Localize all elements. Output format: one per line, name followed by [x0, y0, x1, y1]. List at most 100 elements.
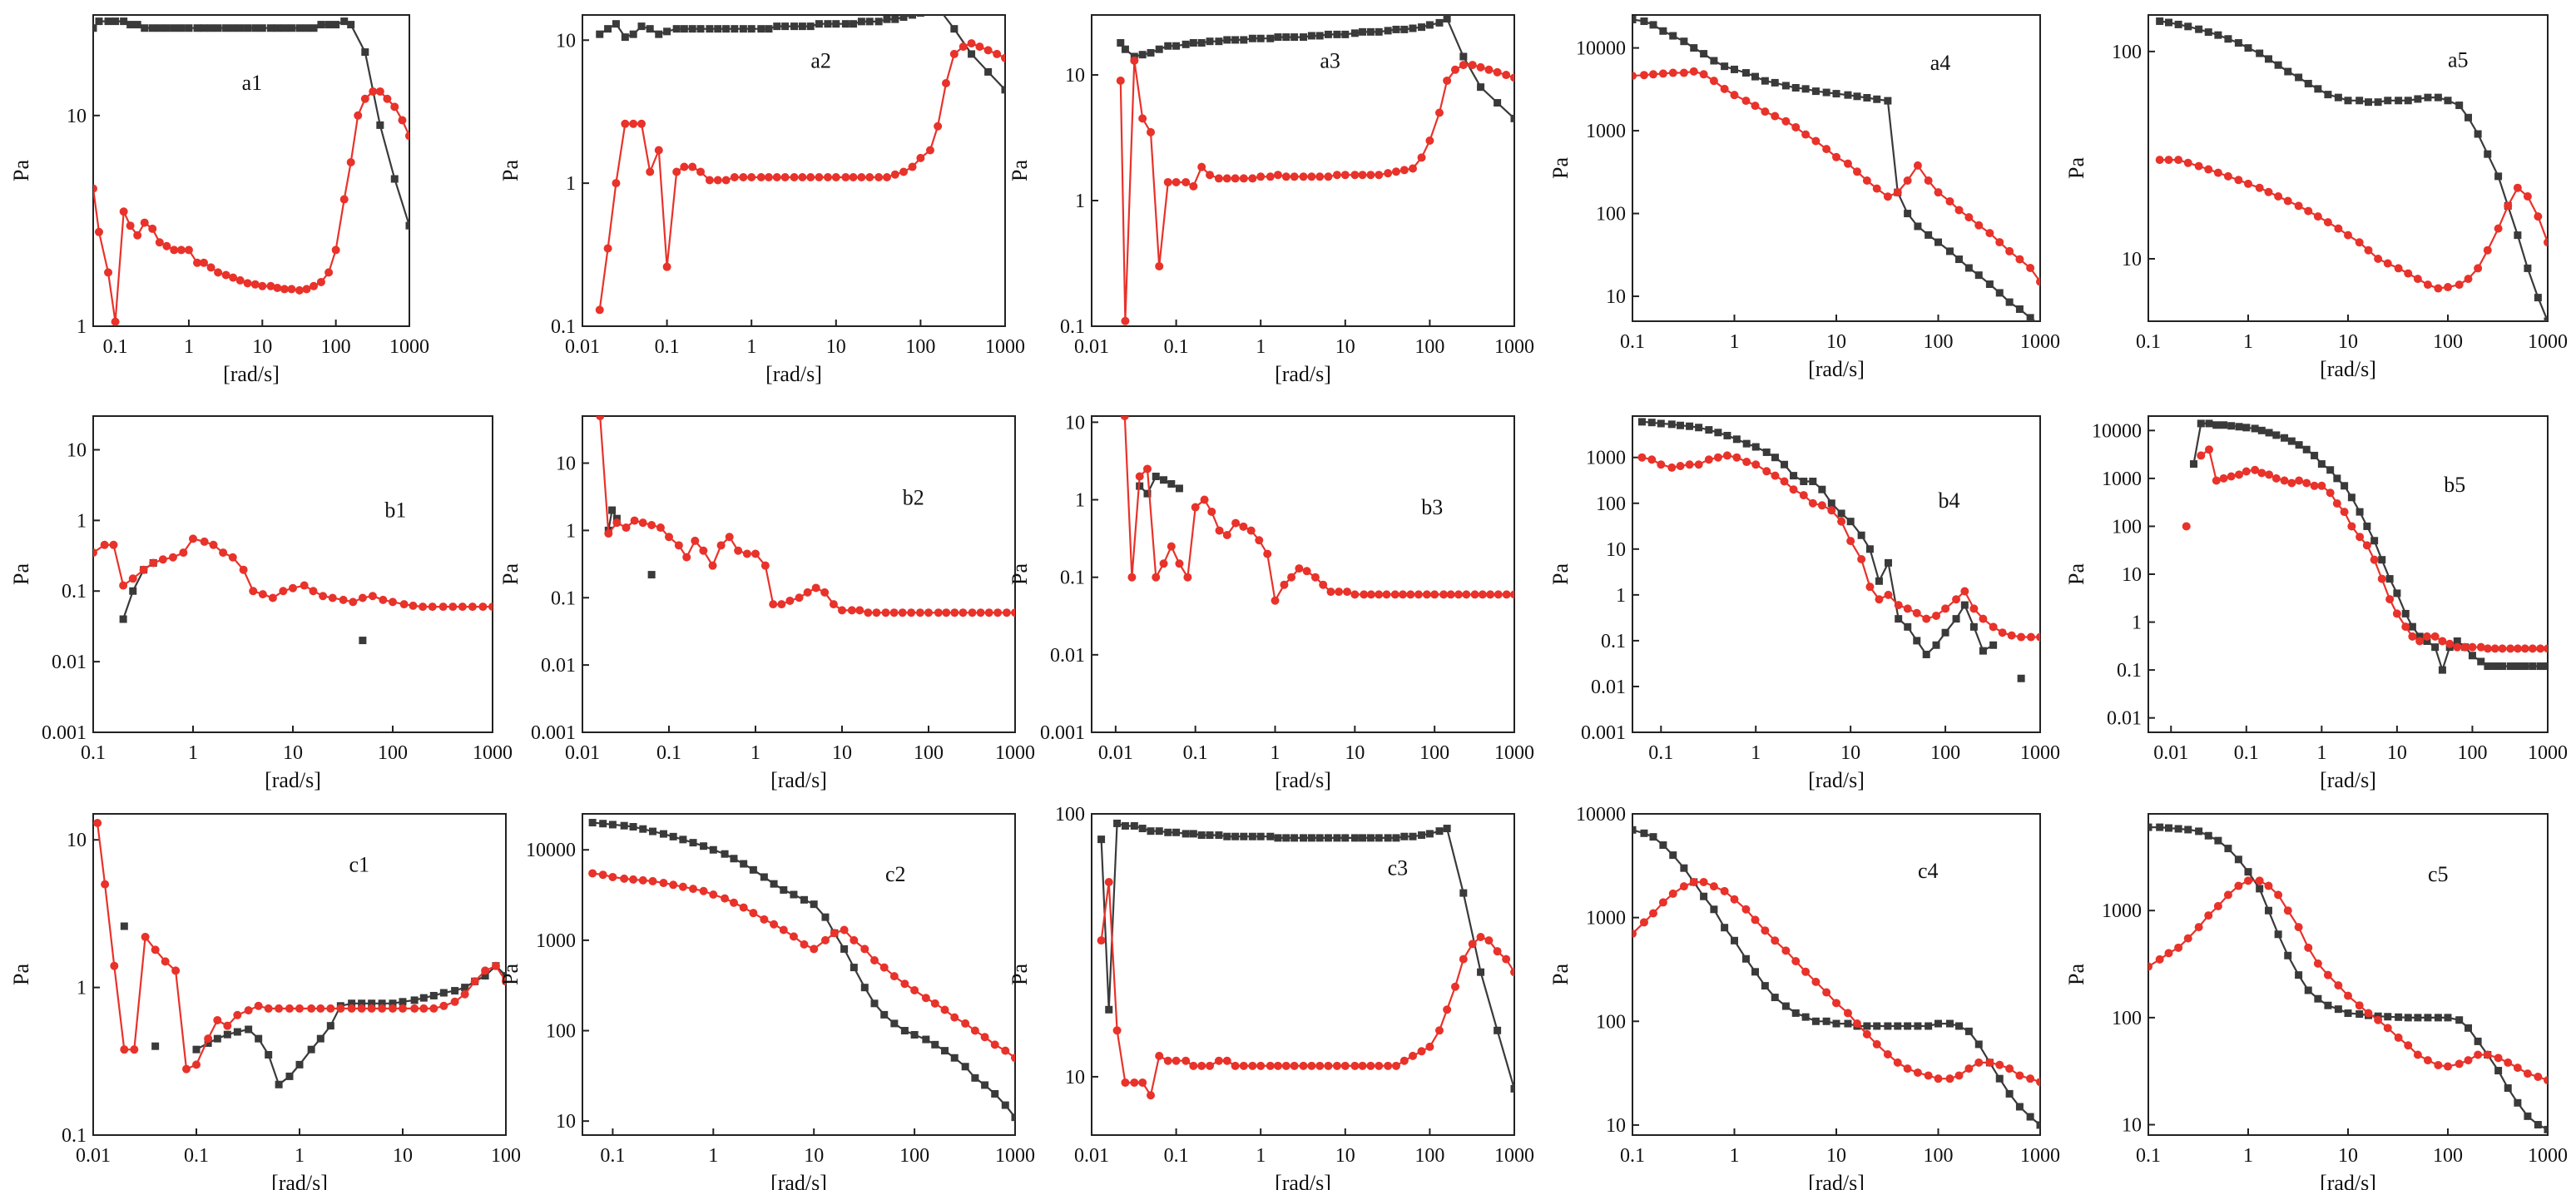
data-point-storage-modulus	[2224, 35, 2232, 43]
data-point-storage-modulus	[151, 1042, 160, 1050]
data-point-loss-modulus	[2413, 1050, 2422, 1059]
x-tick-label: 10	[832, 742, 852, 764]
panel-label: a3	[1320, 49, 1340, 73]
data-point-loss-modulus	[1406, 590, 1415, 599]
x-tick-label: 100	[491, 1145, 521, 1167]
series-line-loss-modulus	[1632, 880, 2040, 1083]
data-point-loss-modulus	[192, 1060, 201, 1069]
x-tick-label: 10	[1826, 1145, 1846, 1167]
data-point-loss-modulus	[2304, 206, 2313, 216]
data-point-storage-modulus	[1223, 36, 1231, 44]
data-point-loss-modulus	[148, 224, 157, 233]
data-point-loss-modulus	[596, 416, 605, 420]
data-point-loss-modulus	[1159, 559, 1168, 568]
data-point-storage-modulus	[324, 21, 333, 29]
data-point-loss-modulus	[2445, 639, 2455, 648]
data-point-storage-modulus	[1863, 1022, 1871, 1030]
data-point-loss-modulus	[1762, 467, 1771, 476]
data-point-loss-modulus	[595, 305, 604, 315]
data-point-loss-modulus	[1214, 1056, 1223, 1065]
series-line-loss-modulus	[93, 90, 409, 322]
data-point-loss-modulus	[2280, 476, 2289, 485]
data-point-storage-modulus	[1884, 1022, 1892, 1030]
data-point-storage-modulus	[1686, 422, 1694, 430]
data-point-loss-modulus	[228, 553, 237, 562]
x-axis-label: [rad/s]	[1275, 1171, 1331, 1190]
data-point-storage-modulus	[2344, 1009, 2352, 1018]
data-point-storage-modulus	[129, 587, 137, 595]
data-point-storage-modulus	[588, 819, 597, 827]
data-point-loss-modulus	[1913, 1068, 1922, 1077]
data-point-storage-modulus	[1248, 832, 1256, 840]
data-point-storage-modulus	[709, 845, 717, 854]
data-point-storage-modulus	[669, 832, 677, 840]
data-point-storage-modulus	[1731, 936, 1738, 945]
panel-label: b3	[1421, 495, 1443, 519]
data-point-loss-modulus	[336, 1004, 345, 1013]
data-point-loss-modulus	[725, 533, 734, 542]
data-point-loss-modulus	[1001, 1046, 1010, 1055]
chart-panel-c2: 0.1 1 10 100 1000 10 100 1000 10000 [rad/s] Pa c2	[498, 813, 1035, 1190]
data-point-loss-modulus	[289, 583, 297, 593]
data-point-loss-modulus	[669, 880, 678, 890]
data-point-loss-modulus	[2364, 1009, 2373, 1018]
data-point-loss-modulus	[975, 42, 984, 52]
series-line-storage-modulus	[1642, 420, 1994, 657]
data-point-loss-modulus	[2513, 644, 2522, 653]
data-point-loss-modulus	[2155, 954, 2164, 964]
data-point-loss-modulus	[488, 602, 493, 612]
data-point-storage-modulus	[223, 1030, 231, 1039]
data-point-loss-modulus	[1771, 936, 1780, 945]
data-point-loss-modulus	[200, 537, 209, 546]
data-point-loss-modulus	[1011, 608, 1015, 617]
data-point-loss-modulus	[258, 590, 267, 599]
data-point-storage-modulus	[1167, 480, 1176, 488]
data-point-storage-modulus	[93, 24, 97, 32]
data-point-loss-modulus	[688, 162, 697, 171]
data-point-storage-modulus	[739, 25, 747, 33]
data-point-loss-modulus	[368, 592, 377, 601]
y-tick-label: 0.001	[42, 722, 87, 744]
data-point-loss-modulus	[1995, 1060, 2004, 1069]
data-point-storage-modulus	[1443, 15, 1451, 23]
data-point-storage-modulus	[280, 24, 289, 32]
y-tick-label: 0.01	[541, 655, 576, 677]
data-point-storage-modulus	[1510, 1084, 1514, 1093]
data-point-storage-modulus	[429, 991, 438, 999]
data-point-loss-modulus	[1434, 1026, 1444, 1035]
data-point-storage-modulus	[1001, 86, 1005, 94]
data-point-storage-modulus	[1995, 1074, 2004, 1083]
y-tick-label: 1000	[1586, 908, 1626, 930]
data-point-loss-modulus	[1837, 517, 1846, 526]
data-point-storage-modulus	[2204, 28, 2212, 37]
data-point-storage-modulus	[1875, 577, 1883, 585]
data-point-storage-modulus	[1960, 601, 1969, 609]
x-tick-label: 1	[295, 1145, 305, 1167]
panel-label: a1	[242, 71, 263, 95]
data-point-loss-modulus	[1832, 152, 1840, 161]
x-tick-label: 100	[2433, 1145, 2463, 1167]
data-point-loss-modulus	[2174, 943, 2183, 952]
data-point-loss-modulus	[1945, 1074, 1954, 1083]
data-point-loss-modulus	[864, 608, 873, 617]
data-point-loss-modulus	[1231, 174, 1240, 183]
data-point-loss-modulus	[2287, 478, 2296, 488]
data-point-loss-modulus	[2326, 488, 2335, 498]
data-point-loss-modulus	[1332, 1061, 1341, 1070]
x-tick-label: 1	[188, 742, 198, 764]
data-point-storage-modulus	[1863, 93, 1871, 102]
data-point-loss-modulus	[1484, 936, 1494, 945]
data-point-storage-modulus	[222, 24, 230, 32]
data-point-loss-modulus	[2423, 1056, 2432, 1065]
data-point-loss-modulus	[2523, 192, 2532, 201]
data-point-storage-modulus	[1800, 477, 1808, 485]
data-point-loss-modulus	[1155, 261, 1164, 270]
data-point-storage-modulus	[2455, 1016, 2464, 1024]
data-point-loss-modulus	[1206, 171, 1215, 180]
data-point-storage-modulus	[1459, 889, 1468, 897]
data-point-loss-modulus	[785, 596, 795, 605]
x-tick-label: 100	[899, 1145, 929, 1167]
data-point-loss-modulus	[1097, 936, 1106, 945]
series-line-storage-modulus	[2159, 20, 2548, 321]
data-point-loss-modulus	[2026, 632, 2035, 642]
